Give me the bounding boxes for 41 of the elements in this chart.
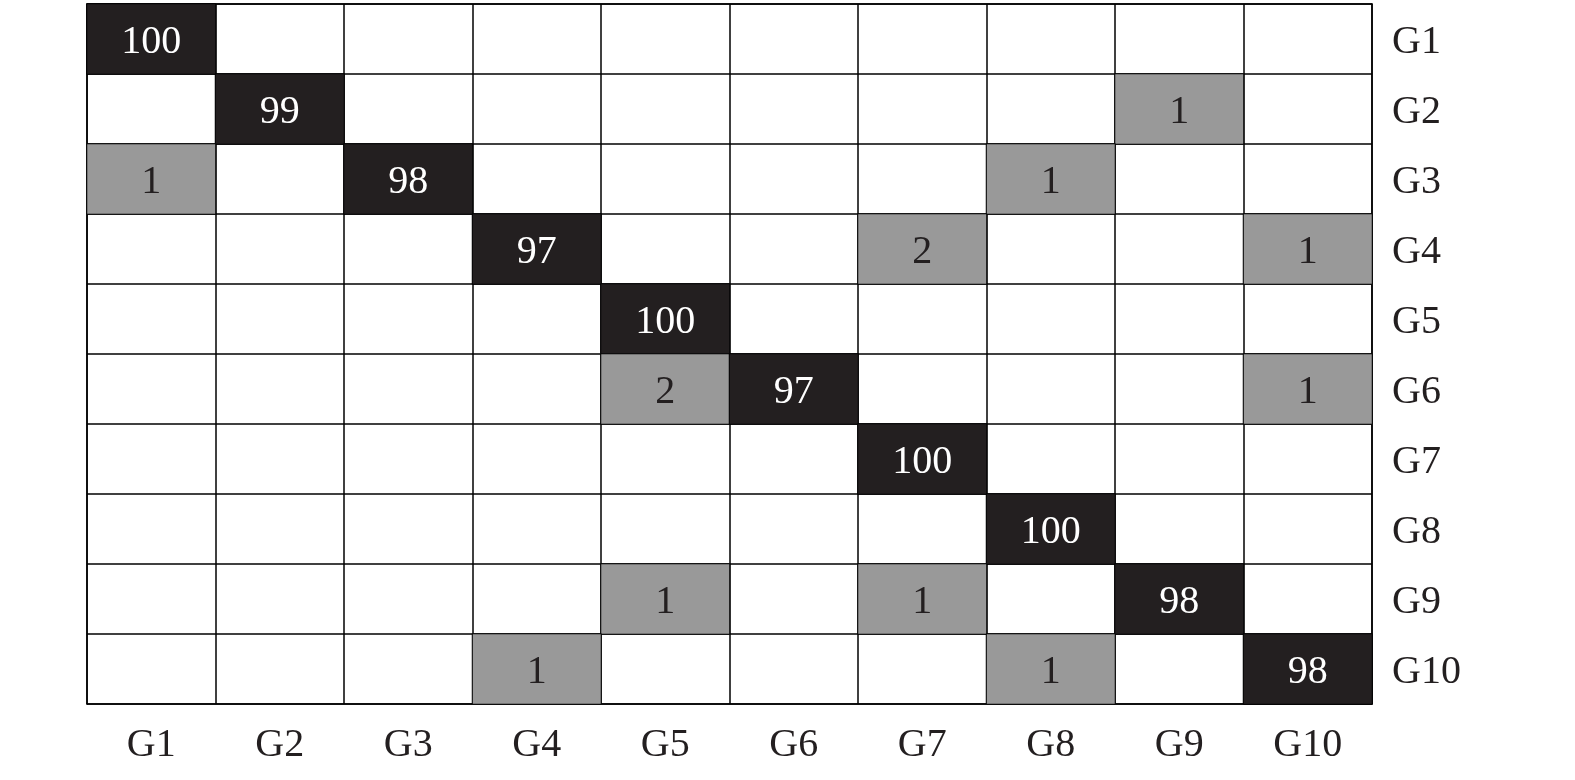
data-label: 98 <box>388 156 429 202</box>
y-tick-label: G8 <box>1392 506 1441 552</box>
data-label: 100 <box>635 296 696 342</box>
y-tick-label: G10 <box>1392 646 1461 692</box>
data-label: 1 <box>1169 86 1190 132</box>
y-tick-label: G1 <box>1392 16 1441 62</box>
y-tick-label: G3 <box>1392 156 1441 202</box>
data-label: 1 <box>1040 646 1061 692</box>
data-label: 100 <box>121 16 182 62</box>
data-label: 97 <box>773 366 814 412</box>
data-label: 2 <box>655 366 676 412</box>
data-label: 98 <box>1159 576 1200 622</box>
y-tick-label: G6 <box>1392 366 1441 412</box>
y-tick-label: G9 <box>1392 576 1441 622</box>
x-tick-label: G1 <box>126 719 176 765</box>
x-tick-label: G2 <box>255 719 305 765</box>
x-tick-label: G8 <box>1026 719 1076 765</box>
data-label: 1 <box>655 576 676 622</box>
data-label: 98 <box>1287 646 1328 692</box>
data-label: 1 <box>526 646 547 692</box>
x-tick-label: G9 <box>1154 719 1204 765</box>
x-tick-label: G7 <box>897 719 947 765</box>
data-label: 1 <box>1297 366 1318 412</box>
x-tick-label: G6 <box>769 719 819 765</box>
x-tick-label: G3 <box>383 719 433 765</box>
data-label: 1 <box>1040 156 1061 202</box>
data-label: 2 <box>912 226 933 272</box>
data-label: 97 <box>516 226 557 272</box>
x-tick-label: G5 <box>640 719 690 765</box>
data-label: 100 <box>892 436 953 482</box>
y-tick-label: G2 <box>1392 86 1441 132</box>
data-label: 1 <box>141 156 162 202</box>
data-label: 99 <box>259 86 300 132</box>
x-tick-label: G10 <box>1273 719 1343 765</box>
data-label: 1 <box>1297 226 1318 272</box>
data-label: 1 <box>912 576 933 622</box>
x-tick-label: G4 <box>512 719 562 765</box>
data-label: 100 <box>1020 506 1081 552</box>
y-tick-label: G4 <box>1392 226 1441 272</box>
y-tick-label: G5 <box>1392 296 1441 342</box>
y-tick-label: G7 <box>1392 436 1441 482</box>
